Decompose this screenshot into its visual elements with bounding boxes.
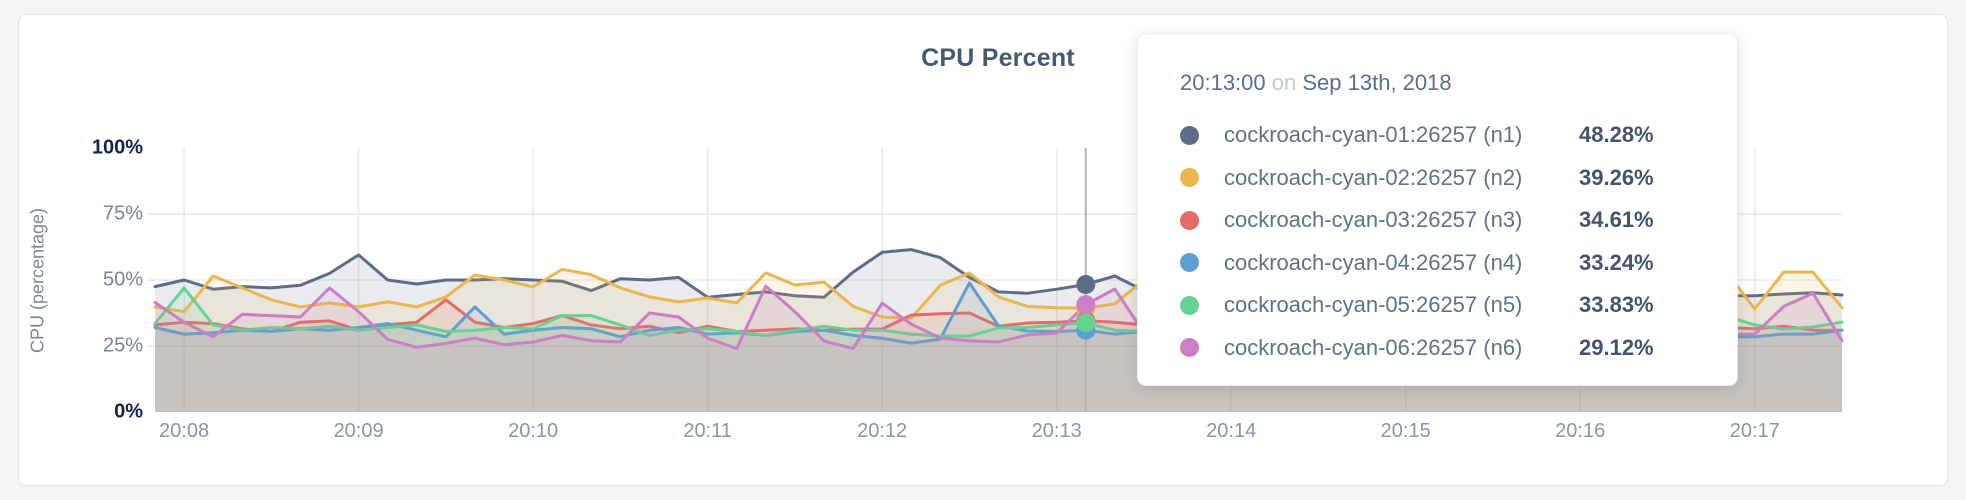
hover-dot bbox=[1076, 313, 1096, 333]
y-tick-label: 100% bbox=[91, 136, 143, 159]
series-name: cockroach-cyan-01:26257 (n1) bbox=[1224, 122, 1523, 148]
x-tick-label: 20:14 bbox=[1206, 420, 1257, 442]
x-tick-label: 20:10 bbox=[508, 420, 559, 442]
tooltip-date: Sep 13th, 2018 bbox=[1302, 70, 1452, 95]
tooltip-row: cockroach-cyan-02:26257 (n2) 39.26% bbox=[1180, 157, 1703, 200]
x-tick-label: 20:09 bbox=[333, 420, 384, 442]
y-tick-label: 75% bbox=[102, 202, 143, 225]
tooltip-row: cockroach-cyan-04:26257 (n4) 33.24% bbox=[1180, 242, 1703, 285]
series-value: 48.28% bbox=[1579, 122, 1654, 148]
tooltip-row: cockroach-cyan-03:26257 (n3) 34.61% bbox=[1180, 199, 1703, 242]
x-tick-label: 20:08 bbox=[159, 420, 210, 442]
x-tick-label: 20:12 bbox=[857, 420, 908, 442]
series-name: cockroach-cyan-03:26257 (n3) bbox=[1224, 207, 1523, 233]
series-color-dot-icon bbox=[1180, 253, 1199, 273]
series-color-dot-icon bbox=[1180, 168, 1199, 188]
tooltip-row: cockroach-cyan-06:26257 (n6) 29.12% bbox=[1180, 327, 1703, 370]
x-tick-label: 20:13 bbox=[1031, 420, 1082, 442]
tooltip-on-word: on bbox=[1271, 70, 1297, 95]
series-color-dot-icon bbox=[1180, 125, 1199, 145]
series-value: 34.61% bbox=[1579, 207, 1654, 233]
series-color-dot-icon bbox=[1180, 295, 1199, 315]
x-tick-label: 20:11 bbox=[683, 420, 732, 442]
series-value: 33.83% bbox=[1579, 292, 1654, 318]
series-name: cockroach-cyan-02:26257 (n2) bbox=[1224, 164, 1523, 190]
y-tick-label: 25% bbox=[102, 334, 143, 357]
hover-tooltip: 20:13:00 on Sep 13th, 2018 cockroach-cya… bbox=[1137, 33, 1738, 386]
series-color-dot-icon bbox=[1180, 210, 1199, 230]
x-tick-label: 20:15 bbox=[1380, 420, 1431, 442]
x-tick-label: 20:17 bbox=[1729, 420, 1780, 442]
series-value: 39.26% bbox=[1579, 164, 1654, 190]
hover-dot bbox=[1076, 274, 1096, 294]
series-name: cockroach-cyan-06:26257 (n6) bbox=[1224, 334, 1523, 360]
tooltip-time: 20:13:00 bbox=[1180, 70, 1266, 95]
series-color-dot-icon bbox=[1180, 338, 1199, 358]
tooltip-row: cockroach-cyan-01:26257 (n1) 48.28% bbox=[1180, 114, 1703, 157]
y-tick-label: 50% bbox=[102, 268, 143, 291]
chart-title: CPU Percent bbox=[921, 44, 1075, 72]
x-tick-label: 20:16 bbox=[1555, 420, 1606, 442]
y-tick-label: 0% bbox=[114, 400, 143, 423]
hover-dot bbox=[1076, 295, 1096, 315]
tooltip-header: 20:13:00 on Sep 13th, 2018 bbox=[1180, 70, 1703, 96]
series-name: cockroach-cyan-04:26257 (n4) bbox=[1224, 249, 1523, 275]
series-value: 33.24% bbox=[1579, 249, 1654, 275]
series-value: 29.12% bbox=[1579, 334, 1654, 360]
tooltip-rows: cockroach-cyan-01:26257 (n1) 48.28% cockro… bbox=[1180, 114, 1703, 369]
tooltip-row: cockroach-cyan-05:26257 (n5) 33.83% bbox=[1180, 284, 1703, 327]
series-name: cockroach-cyan-05:26257 (n5) bbox=[1224, 292, 1523, 318]
